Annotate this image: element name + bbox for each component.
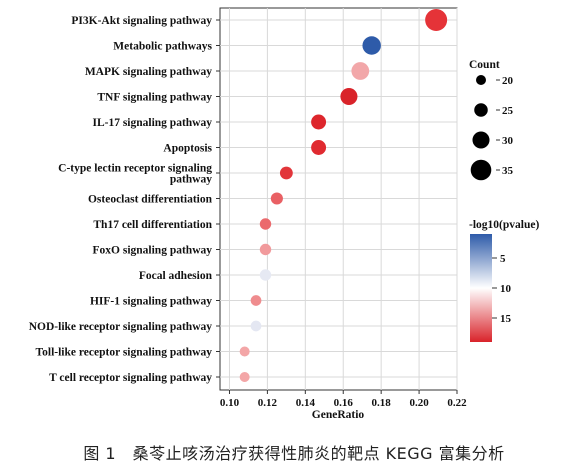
bubble-point (362, 36, 381, 55)
colorbar-tick-label: 15 (500, 313, 512, 325)
pathway-label: MAPK signaling pathway (85, 66, 212, 78)
pathway-label: Toll-like receptor signaling pathway (36, 347, 213, 359)
bubble-point (259, 218, 272, 230)
pathway-label: Focal adhesion (139, 270, 213, 282)
pathway-label: C-type lectin receptor signaling (58, 163, 212, 175)
size-legend-bubble (472, 131, 490, 149)
x-tick-label: 0.16 (334, 397, 354, 409)
size-legend-bubble (476, 75, 486, 85)
bubble-point (425, 9, 448, 31)
pathway-label: Th17 cell differentiation (93, 219, 212, 231)
size-legend-title: Count (469, 59, 500, 71)
x-tick-label: 0.14 (296, 397, 316, 409)
colorbar (470, 234, 492, 342)
bubble-point (239, 372, 250, 382)
pathway-label: Metabolic pathways (113, 41, 212, 53)
color-legend: -log10(pvalue) 5 10 15 (469, 219, 539, 342)
x-tick-label: 0.22 (447, 397, 467, 409)
bubble-point (259, 243, 272, 256)
pathway-label: PI3K-Akt signaling pathway (71, 15, 212, 27)
bubble-point (351, 62, 370, 80)
x-tick-label: 0.10 (220, 397, 240, 409)
x-tick-label: 0.18 (372, 397, 392, 409)
size-legend-label: 20 (502, 75, 514, 87)
bubble-point (250, 295, 262, 306)
bubble-point (259, 269, 272, 281)
kegg-bubble-chart: PI3K-Akt signaling pathway Metabolic path… (29, 7, 539, 421)
pathway-label: pathway (170, 174, 212, 186)
pathway-labels: PI3K-Akt signaling pathway Metabolic path… (29, 15, 220, 384)
colorbar-tick-label: 10 (500, 283, 512, 295)
size-legend-label: 30 (502, 135, 514, 147)
pathway-label: FoxO signaling pathway (93, 245, 213, 257)
pathway-label: TNF signaling pathway (97, 92, 212, 104)
pathway-label: T cell receptor signaling pathway (49, 372, 212, 384)
pathway-label: HIF-1 signaling pathway (90, 296, 212, 308)
size-legend-bubble (470, 159, 492, 181)
x-axis-ticks: 0.10 0.12 0.14 0.16 0.18 0.20 0.22 (220, 390, 467, 409)
x-tick-label: 0.20 (409, 397, 429, 409)
figure-caption: 图 1 桑苓止咳汤治疗获得性肺炎的靶点 KEGG 富集分析 (83, 444, 505, 463)
bubble-point (279, 166, 293, 180)
pathway-label: NOD-like receptor signaling pathway (29, 321, 213, 333)
pathway-label: Osteoclast differentiation (88, 194, 213, 206)
size-legend: Count 20 25 30 35 (469, 59, 514, 181)
size-legend-label: 25 (502, 105, 514, 117)
pathway-label: IL-17 signaling pathway (92, 117, 212, 129)
x-tick-label: 0.12 (258, 397, 278, 409)
color-legend-title: -log10(pvalue) (469, 219, 539, 231)
bubble-point (270, 192, 283, 205)
bubble-point (311, 140, 327, 155)
x-axis-title: GeneRatio (312, 409, 365, 421)
bubble-point (311, 114, 327, 130)
grid-lines (220, 8, 458, 390)
bubble-point (340, 87, 358, 106)
size-legend-bubble (474, 103, 488, 117)
bubble-point (239, 346, 250, 357)
pathway-label: Apoptosis (163, 143, 212, 155)
colorbar-tick-label: 5 (500, 253, 506, 265)
data-points (239, 9, 448, 382)
size-legend-label: 35 (502, 165, 514, 177)
bubble-point (250, 320, 262, 332)
